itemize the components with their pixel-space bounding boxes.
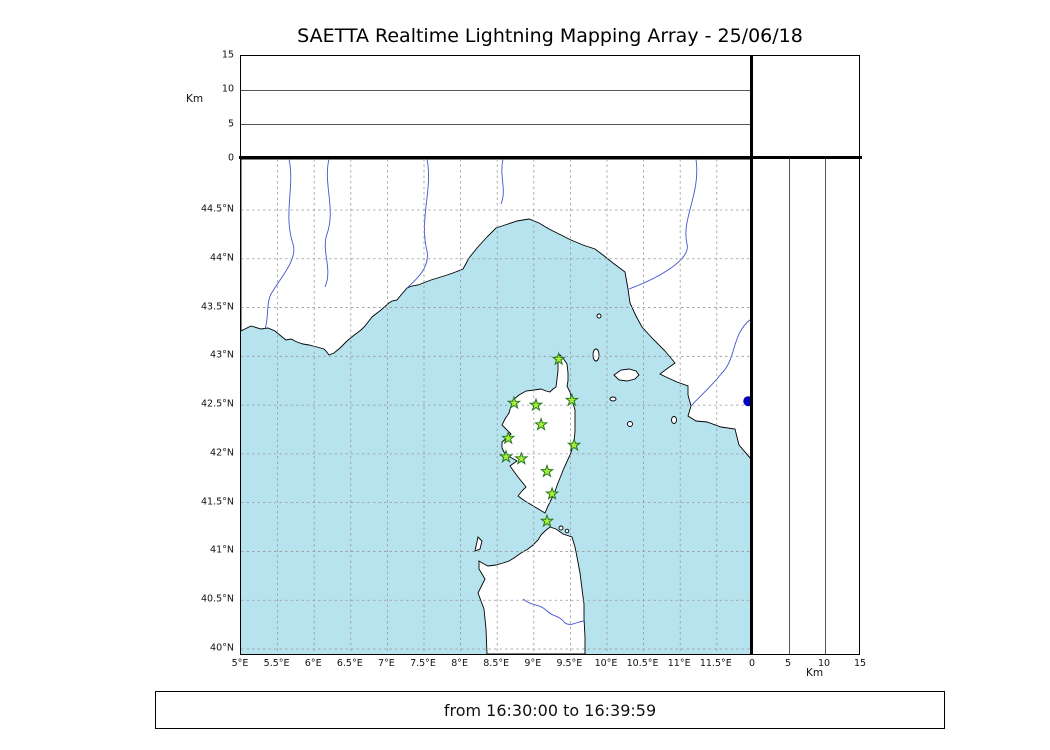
small-islands: [474, 313, 677, 552]
lat-tick-label: 44°N: [210, 252, 234, 264]
island-elba: [613, 368, 640, 382]
island-caprera: [564, 528, 570, 534]
lat-tick-label: 43°N: [210, 349, 234, 361]
island-pianosa: [609, 396, 617, 402]
right-altitude-tick-label: 15: [853, 658, 867, 669]
island-giglio: [671, 416, 677, 424]
altitude-gridline-5km: [789, 159, 790, 654]
lon-tick-label: 5.5°E: [263, 658, 290, 669]
lat-tick-label: 42°N: [210, 447, 234, 459]
map-canvas: [241, 159, 751, 654]
river: [628, 159, 698, 290]
station-marker: [551, 351, 566, 366]
altitude-latitude-panel: [752, 158, 860, 655]
right-altitude-tick-label: 10: [817, 658, 831, 669]
lon-tick-label: 10°E: [594, 658, 618, 669]
river: [690, 318, 751, 407]
island-montecristo: [627, 421, 633, 427]
island-asinara: [474, 536, 483, 552]
lon-tick-label: 7.5°E: [410, 658, 436, 669]
horizontal-divider: [239, 156, 862, 159]
lon-tick-label: 6.5°E: [336, 658, 363, 669]
lon-tick-label: 5°E: [231, 658, 249, 669]
altitude-longitude-panel: [240, 55, 752, 158]
island-gorgona: [596, 313, 602, 319]
station-markers: [498, 351, 582, 528]
altitude-gridline-10km: [241, 90, 751, 91]
land-sardinia: [477, 526, 586, 654]
station-marker: [566, 437, 582, 452]
altitude-gridline-5km: [241, 124, 751, 125]
station-marker: [528, 397, 544, 412]
time-range-text: from 16:30:00 to 16:39:59: [443, 700, 657, 720]
lat-tick-label: 40.5°N: [200, 593, 234, 605]
lightning-event-dot: [743, 396, 751, 407]
top-altitude-tick-label: 5: [227, 118, 234, 130]
station-marker: [564, 392, 580, 407]
top-altitude-tick-label: 10: [221, 83, 234, 95]
vertical-divider: [750, 55, 753, 655]
top-altitude-tick-label: 0: [227, 152, 234, 164]
time-range-bar: from 16:30:00 to 16:39:59: [155, 691, 945, 729]
river: [522, 598, 585, 625]
top-altitude-axis-label: Km: [186, 93, 204, 105]
island-maddalena: [558, 525, 564, 531]
lon-tick-label: 11.5°E: [699, 658, 732, 669]
river: [324, 159, 331, 288]
right-altitude-tick-label: 5: [784, 658, 792, 669]
lat-tick-label: 44.5°N: [200, 203, 234, 215]
map-panel: [240, 158, 752, 655]
lon-tick-label: 7°E: [377, 658, 395, 669]
station-marker: [544, 486, 560, 500]
lon-tick-label: 8°E: [451, 658, 468, 669]
lon-tick-label: 10.5°E: [626, 658, 659, 669]
top-altitude-tick-label: 15: [221, 49, 234, 61]
station-marker: [539, 463, 555, 478]
page-title: SAETTA Realtime Lightning Mapping Array …: [297, 25, 803, 47]
lon-tick-label: 9°E: [524, 658, 542, 669]
lon-tick-label: 8.5°E: [483, 658, 510, 669]
right-altitude-tick-label: 0: [748, 658, 756, 669]
right-altitude-axis-label: Km: [806, 667, 824, 679]
station-marker: [514, 451, 529, 465]
lat-tick-label: 41.5°N: [200, 496, 234, 508]
river: [264, 159, 295, 330]
lon-tick-label: 9.5°E: [556, 658, 583, 669]
lon-tick-label: 6°E: [304, 658, 322, 669]
station-marker: [533, 417, 549, 431]
river: [406, 159, 429, 289]
station-marker: [506, 395, 522, 410]
station-marker: [539, 513, 555, 528]
lat-tick-label: 42.5°N: [200, 398, 234, 410]
lat-tick-label: 43.5°N: [200, 301, 234, 313]
island-capraia: [592, 348, 600, 362]
land-continent: [241, 159, 751, 460]
land-group: [241, 159, 751, 654]
altitude-gridline-10km: [825, 159, 826, 654]
river-group: [264, 159, 751, 625]
map-grid: [241, 159, 751, 654]
altitude-histogram-panel: [752, 55, 860, 158]
station-marker: [498, 449, 514, 463]
station-marker: [501, 430, 516, 445]
land-corsica: [501, 354, 576, 514]
lat-tick-label: 40°N: [210, 642, 234, 654]
river: [500, 159, 504, 205]
lat-tick-label: 41°N: [210, 544, 234, 556]
lon-tick-label: 11°E: [667, 658, 691, 669]
